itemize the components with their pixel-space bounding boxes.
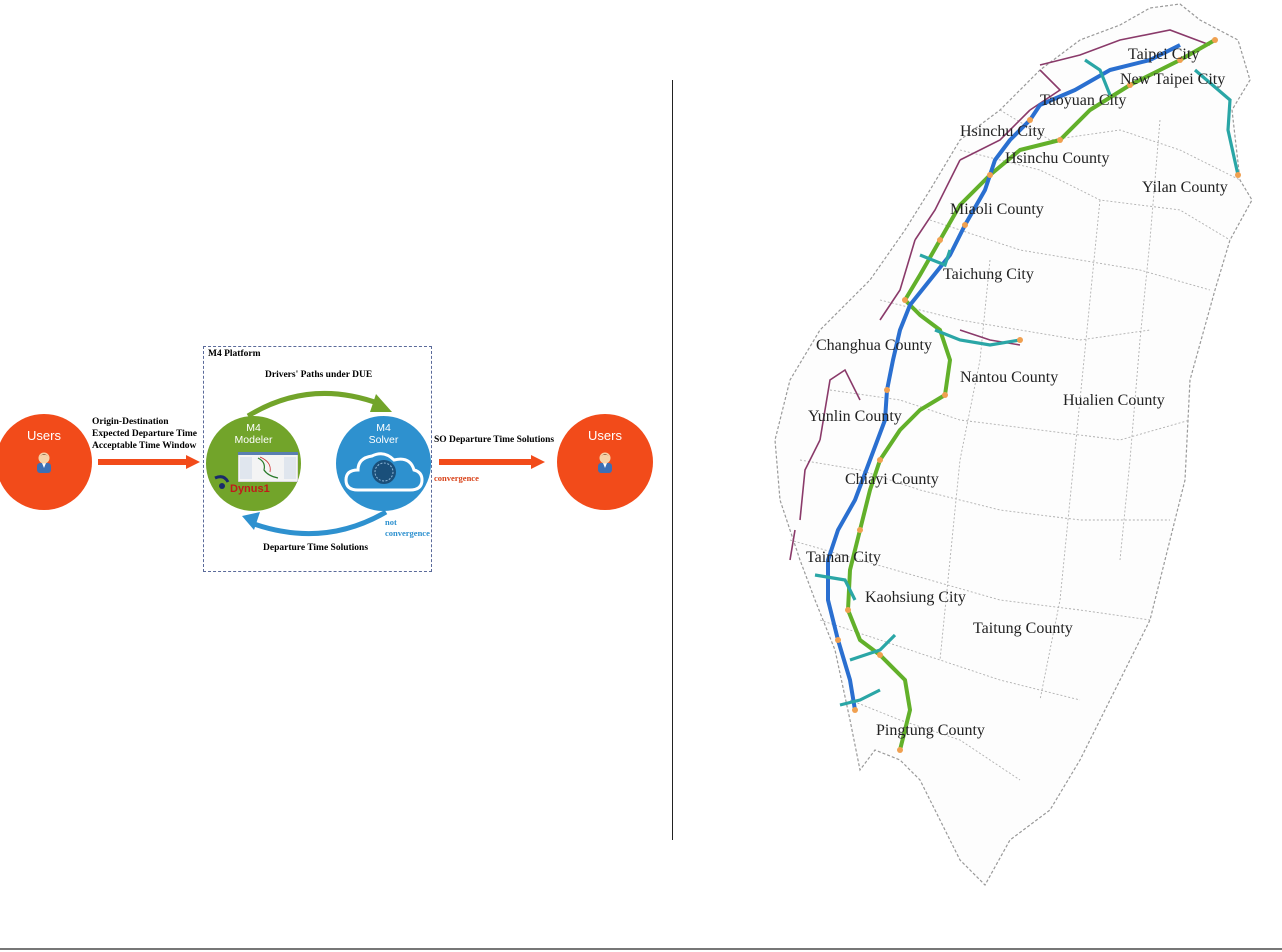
users-right-label: Users <box>588 428 622 443</box>
label-miaoli-county: Miaoli County <box>950 201 1044 218</box>
not-convergence-label-1: not <box>385 517 397 527</box>
freeway-green <box>846 38 1216 751</box>
label-changhua-county: Changhua County <box>816 337 932 354</box>
solver-label-m4: M4 <box>376 422 391 434</box>
modeler-label-m4: M4 <box>246 422 261 434</box>
input-expected-departure: Expected Departure Time <box>92 429 198 439</box>
label-chiayi-county: Chiayi County <box>845 471 939 488</box>
label-taichung-city: Taichung City <box>943 266 1034 283</box>
top-arrow-label: Drivers' Paths under DUE <box>265 370 373 380</box>
input-od: Origin-Destination <box>92 417 169 427</box>
label-hualien-county: Hualien County <box>1063 392 1165 409</box>
label-new-taipei-city: New Taipei City <box>1120 71 1226 88</box>
label-taoyuan-city: Taoyuan City <box>1040 92 1127 109</box>
label-kaohsiung-city: Kaohsiung City <box>865 589 966 606</box>
m4-solver-node: M4 Solver <box>336 416 431 511</box>
dynus-label: Dynus1 <box>230 483 270 495</box>
user-icon <box>598 452 612 473</box>
solver-label: M4 Solver <box>336 422 431 446</box>
m4-modeler-node: M4 Modeler <box>206 416 301 511</box>
freeway-teal <box>814 58 1240 707</box>
cloud-icon <box>344 452 424 492</box>
convergence-label: convergence <box>434 473 479 483</box>
modeler-label-name: Modeler <box>234 434 273 446</box>
bottom-arrow-label: Departure Time Solutions <box>263 543 369 553</box>
interchange-nodes <box>835 37 1241 753</box>
due-paths-arrow <box>246 390 392 418</box>
label-yilan-county: Yilan County <box>1142 179 1228 196</box>
label-hsinchu-county: Hsinchu County <box>1005 150 1110 167</box>
freeway-blue <box>826 43 1181 711</box>
label-tainan-city: Tainan City <box>806 549 881 566</box>
platform-title: M4 Platform <box>208 349 261 359</box>
label-taitung-county: Taitung County <box>973 620 1073 637</box>
output-arrow <box>439 455 545 469</box>
label-taipei-city: Taipei City <box>1128 46 1200 63</box>
users-left-label: Users <box>27 428 61 443</box>
modeler-label: M4 Modeler <box>206 422 301 446</box>
user-icon <box>37 452 51 473</box>
users-right-node: Users <box>557 414 653 510</box>
county-boundaries <box>789 109 1241 781</box>
label-pingtung-county: Pingtung County <box>876 722 985 739</box>
label-yunlin-county: Yunlin County <box>808 408 902 425</box>
users-left-node: Users <box>0 414 92 510</box>
label-nantou-county: Nantou County <box>960 369 1059 386</box>
modeler-screenshot-icon <box>238 452 298 482</box>
departure-solutions-arrow <box>242 509 388 537</box>
bottom-rule <box>0 948 1282 950</box>
dynus-logo-icon <box>214 475 230 489</box>
solver-label-name: Solver <box>368 434 399 446</box>
label-hsinchu-city: Hsinchu City <box>960 123 1045 140</box>
input-time-window: Acceptable Time Window <box>92 441 197 451</box>
island-outline <box>774 3 1253 886</box>
input-parameters: Origin-Destination Expected Departure Ti… <box>92 416 197 452</box>
output-label: SO Departure Time Solutions <box>434 435 555 445</box>
platform-box <box>203 346 432 572</box>
panel-divider <box>672 80 673 840</box>
taiwan-network-map <box>774 3 1253 886</box>
input-arrow <box>98 455 200 469</box>
not-convergence-label-2: convergence <box>385 528 430 538</box>
